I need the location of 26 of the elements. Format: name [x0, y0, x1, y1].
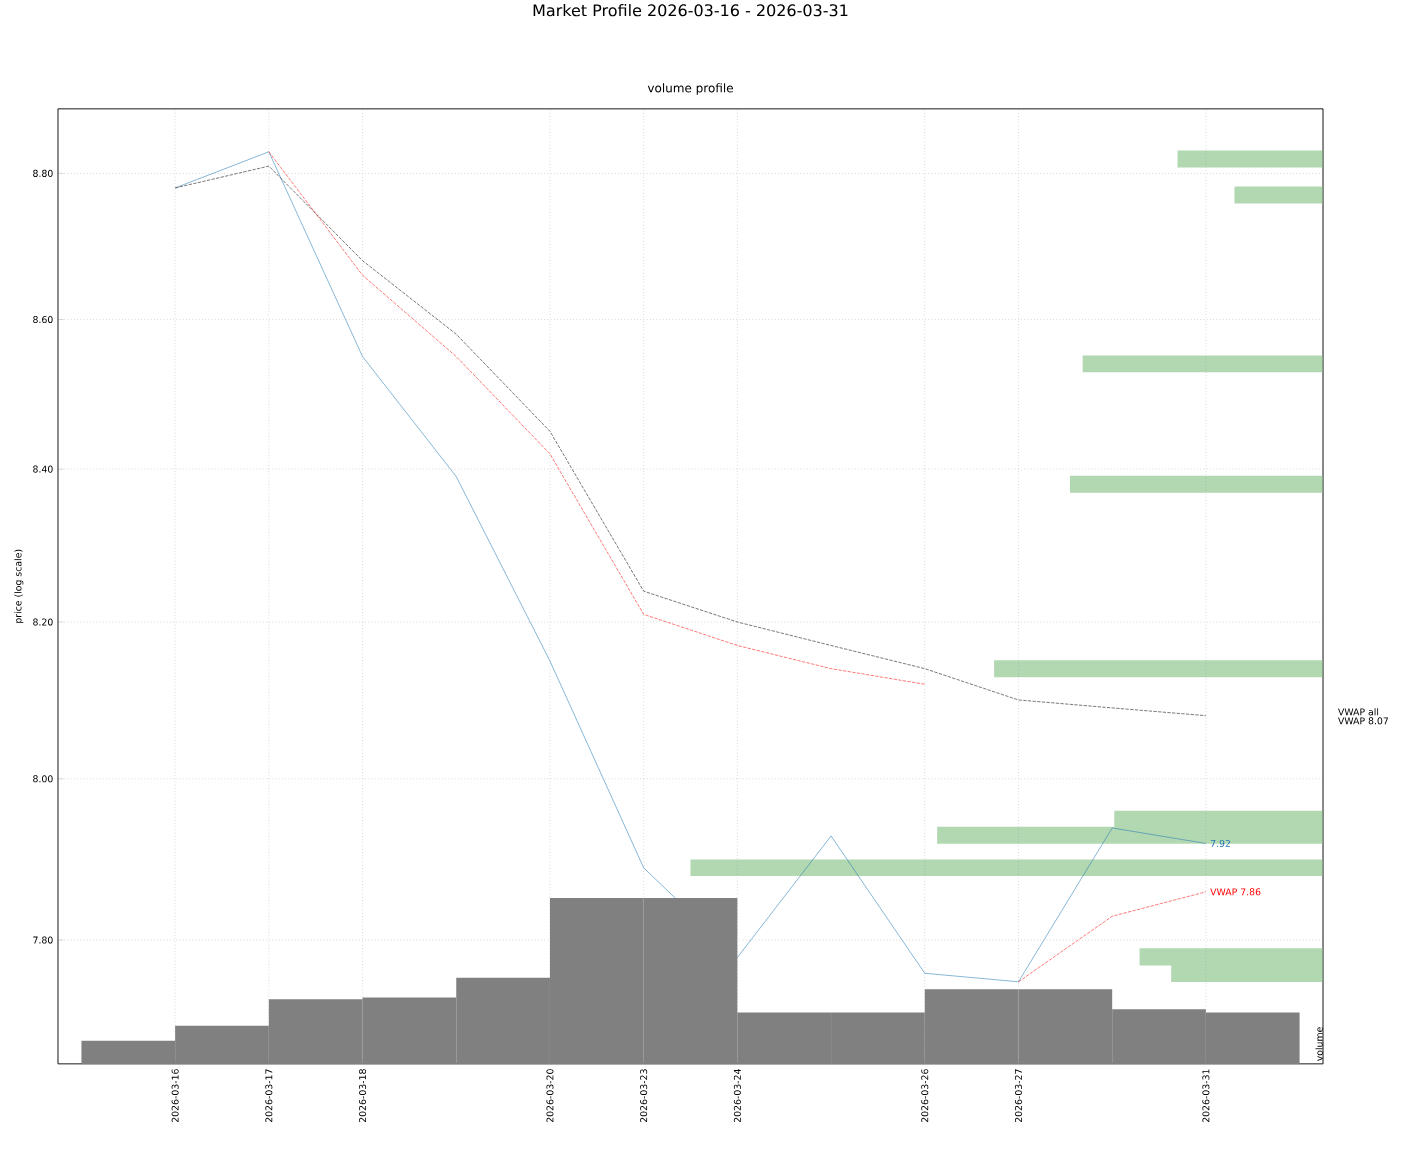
data-label: VWAP 7.86	[1210, 888, 1261, 896]
line-series	[174, 165, 1207, 716]
chart-title: volume profile	[647, 83, 733, 95]
y-tick-label: 8.80	[33, 169, 53, 177]
y-tick-label: 8.00	[33, 775, 53, 783]
y-tick-label: 8.20	[33, 618, 53, 626]
line-series	[268, 151, 926, 685]
x-tick-label: 2026-03-26	[921, 1069, 929, 1123]
x-tick-label: 2026-03-20	[546, 1069, 554, 1123]
y-tick-label: 8.40	[33, 465, 53, 473]
data-label: 7.92	[1210, 839, 1230, 847]
y-tick-label: 8.60	[33, 315, 53, 324]
x-tick-label: 2026-03-23	[640, 1069, 648, 1123]
x-tick-label: 2026-03-16	[171, 1069, 179, 1123]
text: VWAP all	[1338, 708, 1379, 716]
x-tick-label: 2026-03-17	[265, 1069, 273, 1123]
text: VWAP 8.07	[1338, 717, 1389, 725]
x-tick-label: 2026-03-24	[733, 1069, 741, 1123]
x-tick-label: 2026-03-18	[359, 1069, 367, 1123]
x-tick-label: 2026-03-27	[1014, 1069, 1022, 1123]
text: volume	[1315, 1027, 1323, 1062]
x-tick-label: 2026-03-31	[1202, 1069, 1210, 1123]
line-series	[174, 151, 1207, 983]
y-axis-title: price (log scale)	[14, 549, 24, 623]
chart-title: Market Profile 2026-03-16 - 2026-03-31	[533, 3, 848, 17]
y-tick-label: 7.80	[33, 936, 53, 944]
